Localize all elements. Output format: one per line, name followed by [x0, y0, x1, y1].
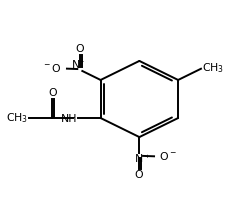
Text: $^+$: $^+$ [143, 153, 151, 162]
Text: CH$_3$: CH$_3$ [202, 61, 224, 75]
Text: O: O [75, 44, 84, 54]
Text: $^-$O: $^-$O [42, 62, 62, 74]
Text: O: O [48, 88, 57, 98]
Text: CH$_3$: CH$_3$ [6, 111, 28, 125]
Text: NH: NH [61, 114, 77, 124]
Text: N: N [135, 154, 143, 164]
Text: $^+$: $^+$ [78, 58, 85, 67]
Text: O$^-$: O$^-$ [159, 150, 177, 162]
Text: O: O [135, 170, 143, 180]
Text: N: N [72, 60, 80, 70]
